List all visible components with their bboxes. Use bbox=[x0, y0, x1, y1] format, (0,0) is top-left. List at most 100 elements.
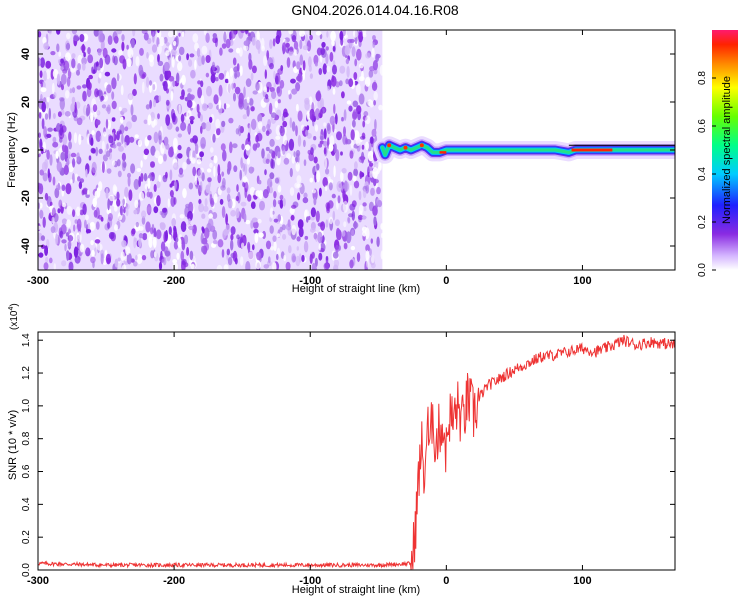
noise-speckle bbox=[221, 171, 225, 177]
noise-speckle bbox=[156, 181, 161, 189]
noise-speckle bbox=[121, 107, 128, 113]
noise-speckle bbox=[331, 75, 337, 87]
y-tick-label: 0.2 bbox=[21, 530, 32, 544]
noise-speckle bbox=[295, 161, 300, 172]
noise-speckle bbox=[358, 31, 364, 43]
noise-speckle bbox=[158, 261, 163, 270]
noise-speckle bbox=[180, 250, 185, 262]
noise-speckle bbox=[342, 30, 346, 37]
noise-speckle bbox=[205, 184, 211, 194]
noise-speckle bbox=[318, 252, 323, 261]
noise-speckle bbox=[59, 97, 65, 102]
noise-speckle bbox=[127, 48, 134, 59]
noise-speckle bbox=[283, 157, 290, 165]
noise-speckle bbox=[152, 99, 157, 108]
noise-speckle bbox=[96, 110, 101, 116]
noise-speckle bbox=[276, 253, 279, 261]
noise-speckle bbox=[336, 181, 343, 192]
noise-speckle bbox=[100, 216, 104, 222]
noise-speckle bbox=[208, 218, 214, 230]
noise-speckle bbox=[231, 83, 235, 90]
noise-speckle bbox=[211, 200, 214, 206]
noise-speckle bbox=[249, 186, 256, 196]
y-tick-label: -40 bbox=[20, 238, 32, 254]
noise-speckle bbox=[55, 233, 58, 246]
noise-speckle bbox=[111, 117, 116, 122]
noise-speckle bbox=[116, 142, 122, 147]
noise-speckle bbox=[315, 91, 322, 102]
noise-speckle bbox=[236, 63, 240, 72]
noise-speckle bbox=[223, 31, 227, 43]
noise-speckle bbox=[355, 137, 361, 147]
ridge-peak bbox=[387, 143, 392, 148]
noise-speckle bbox=[325, 53, 329, 65]
noise-speckle bbox=[240, 157, 243, 169]
noise-speckle bbox=[180, 113, 185, 123]
noise-speckle bbox=[153, 206, 159, 214]
noise-speckle bbox=[200, 114, 203, 122]
noise-speckle bbox=[318, 143, 323, 148]
noise-speckle bbox=[293, 49, 298, 56]
noise-speckle bbox=[230, 239, 234, 251]
noise-speckle bbox=[213, 193, 218, 204]
noise-speckle bbox=[52, 136, 57, 143]
noise-speckle bbox=[71, 30, 78, 35]
noise-speckle bbox=[340, 37, 344, 46]
noise-speckle bbox=[200, 137, 207, 149]
noise-speckle bbox=[307, 215, 311, 221]
noise-speckle bbox=[40, 93, 43, 102]
noise-speckle bbox=[196, 103, 200, 113]
noise-speckle bbox=[134, 237, 138, 243]
noise-speckle bbox=[56, 43, 60, 53]
noise-speckle bbox=[94, 239, 101, 244]
noise-speckle bbox=[65, 52, 71, 62]
noise-speckle bbox=[170, 90, 174, 102]
noise-speckle bbox=[64, 243, 67, 252]
noise-speckle bbox=[160, 142, 165, 155]
noise-speckle bbox=[53, 92, 57, 98]
noise-speckle bbox=[228, 117, 234, 124]
noise-speckle bbox=[163, 61, 170, 72]
noise-speckle bbox=[82, 62, 86, 71]
noise-speckle bbox=[85, 107, 89, 117]
noise-speckle bbox=[131, 228, 136, 235]
noise-speckle bbox=[354, 58, 358, 67]
noise-speckle bbox=[173, 146, 178, 154]
noise-speckle bbox=[262, 189, 269, 199]
noise-speckle bbox=[373, 100, 376, 106]
noise-speckle bbox=[220, 185, 226, 191]
noise-speckle bbox=[243, 40, 249, 46]
noise-speckle bbox=[240, 256, 244, 266]
noise-speckle bbox=[71, 87, 76, 94]
ridge-green bbox=[380, 143, 675, 157]
noise-speckle bbox=[285, 261, 291, 270]
noise-speckle bbox=[155, 229, 162, 240]
noise-speckle bbox=[252, 244, 255, 251]
noise-speckle bbox=[149, 59, 154, 67]
noise-speckle bbox=[358, 76, 365, 82]
noise-speckle bbox=[210, 73, 216, 84]
noise-speckle bbox=[272, 38, 276, 47]
noise-speckle bbox=[92, 104, 98, 113]
noise-speckle bbox=[288, 138, 295, 151]
noise-speckle bbox=[56, 161, 62, 173]
noise-speckle bbox=[109, 148, 113, 153]
noise-speckle bbox=[318, 243, 321, 251]
noise-speckle bbox=[118, 106, 122, 111]
noise-speckle bbox=[335, 81, 340, 88]
noise-speckle bbox=[91, 130, 95, 136]
noise-speckle bbox=[98, 30, 103, 35]
noise-speckle bbox=[121, 264, 127, 270]
noise-speckle bbox=[61, 202, 67, 208]
noise-speckle bbox=[44, 245, 49, 256]
noise-speckle bbox=[38, 112, 42, 119]
noise-speckle bbox=[58, 51, 62, 57]
snr-scale-label: (x10 bbox=[9, 310, 20, 330]
noise-speckle bbox=[57, 111, 62, 118]
noise-speckle bbox=[165, 143, 170, 150]
noise-speckle bbox=[169, 190, 174, 198]
noise-speckle bbox=[250, 220, 254, 229]
noise-speckle bbox=[305, 129, 309, 137]
noise-speckle bbox=[94, 190, 98, 201]
noise-speckle bbox=[216, 264, 223, 270]
